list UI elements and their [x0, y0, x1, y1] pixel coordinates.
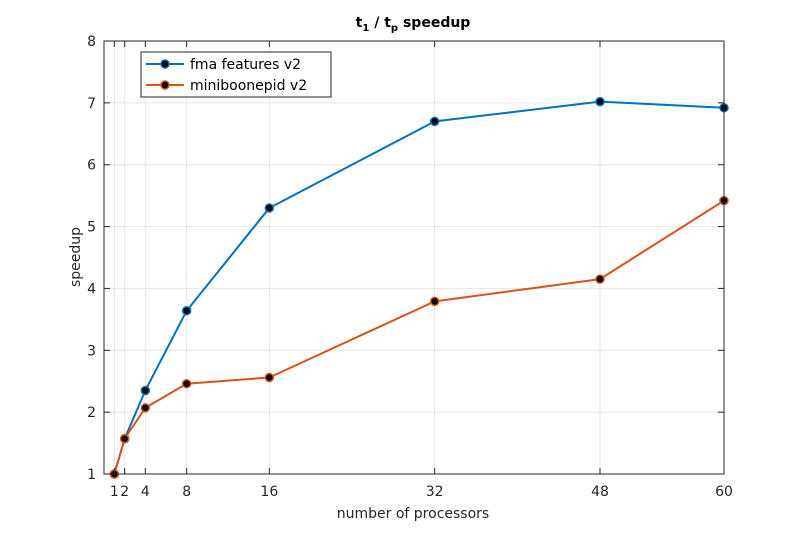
x-tick-label: 60	[715, 484, 733, 500]
legend: fma features v2 miniboonepid v2	[140, 51, 332, 98]
series-layer	[109, 96, 729, 479]
y-tick-label: 1	[87, 467, 96, 483]
chart-title: t1 / tp speedup	[356, 15, 471, 34]
y-tick-label: 4	[87, 281, 96, 297]
title-sub-1: 1	[362, 23, 369, 34]
title-base-1: t	[356, 15, 363, 31]
data-point	[140, 403, 151, 413]
y-tick-label: 6	[87, 158, 96, 174]
title-sub-2: p	[391, 23, 398, 34]
title-rest: speedup	[403, 15, 470, 31]
x-tick-label: 1	[110, 484, 119, 500]
plot-area	[104, 41, 724, 474]
data-point	[595, 274, 605, 284]
legend-label-fma: fma features v2	[190, 57, 301, 73]
y-tick-label: 8	[87, 34, 96, 50]
x-tick-label: 2	[120, 484, 129, 500]
series-line	[113, 100, 725, 475]
x-tick-label: 32	[426, 484, 444, 500]
data-point	[429, 116, 440, 127]
y-tick-label: 5	[87, 220, 96, 236]
data-point	[264, 203, 275, 213]
legend-marker-fma	[160, 59, 170, 69]
data-point	[181, 305, 192, 316]
x-tick-label: 48	[591, 484, 609, 500]
data-point	[429, 296, 440, 307]
title-slash: /	[374, 15, 380, 31]
data-point	[181, 378, 192, 389]
data-point	[595, 96, 605, 107]
y-axis-label: speedup	[68, 227, 84, 287]
x-axis-label: number of processors	[337, 506, 489, 522]
data-point	[264, 372, 275, 383]
plot-frame	[103, 40, 725, 475]
y-tick-label: 3	[87, 343, 96, 359]
x-tick-label: 16	[260, 484, 278, 500]
data-point	[140, 385, 151, 396]
x-tick-label: 8	[182, 484, 191, 500]
data-point	[119, 433, 130, 444]
x-tick-label: 4	[141, 484, 150, 500]
title-base-2: t	[384, 15, 391, 31]
y-tick-label: 2	[87, 405, 96, 421]
legend-label-miniboone: miniboonepid v2	[190, 78, 307, 94]
y-tick-label: 7	[87, 96, 96, 112]
legend-box	[140, 51, 332, 98]
series-line	[113, 199, 725, 475]
legend-marker-miniboone	[160, 80, 170, 90]
